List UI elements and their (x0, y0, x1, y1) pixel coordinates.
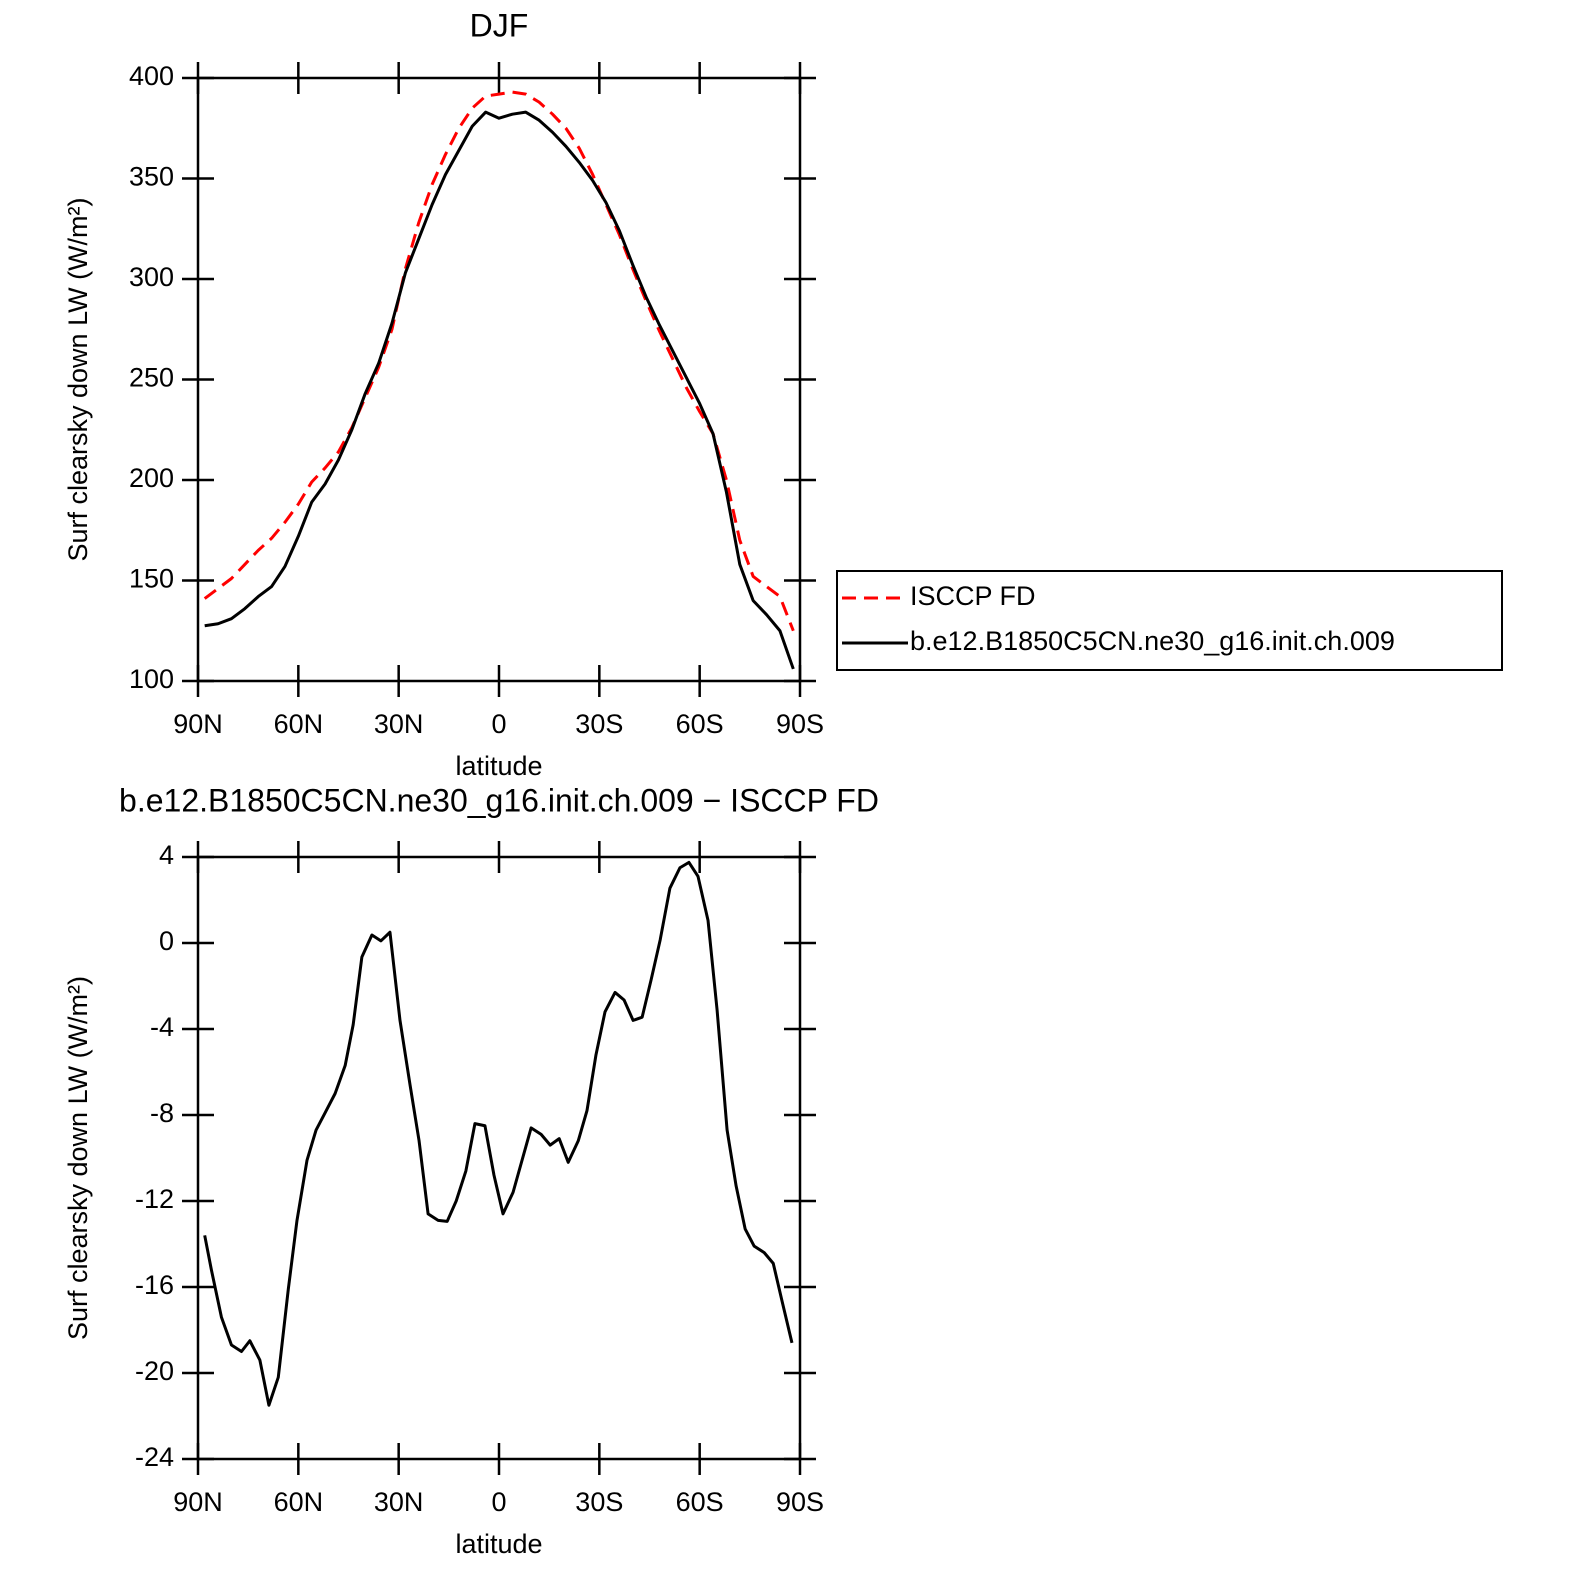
y-tick-label: 150 (129, 564, 174, 594)
x-tick-label: 0 (491, 709, 506, 739)
x-axis-label: latitude (455, 1529, 542, 1559)
x-tick-label: 60N (274, 1487, 324, 1517)
y-tick-label: 400 (129, 61, 174, 91)
x-axis-label: latitude (455, 751, 542, 781)
y-tick-label: -20 (135, 1356, 174, 1386)
x-tick-label: 0 (491, 1487, 506, 1517)
y-tick-label: 0 (159, 926, 174, 956)
data-line (203, 90, 795, 632)
y-axis-label: Surf clearsky down LW (W/m²) (63, 976, 93, 1340)
legend-box (836, 570, 1503, 671)
y-tick-label: -24 (135, 1442, 174, 1472)
x-tick-label: 30N (374, 709, 424, 739)
x-tick-label: 60S (676, 1487, 724, 1517)
plot-frame (196, 76, 802, 683)
y-tick-label: 100 (129, 664, 174, 694)
chart-title: b.e12.B1850C5CN.ne30_g16.init.ch.009 − I… (119, 782, 879, 818)
y-tick-label: 200 (129, 463, 174, 493)
x-tick-label: 90N (173, 1487, 223, 1517)
legend-label: b.e12.B1850C5CN.ne30_g16.init.ch.009 (910, 626, 1395, 656)
x-tick-label: 30S (575, 709, 623, 739)
data-line (204, 110, 795, 670)
y-tick-label: -16 (135, 1270, 174, 1300)
x-tick-label: 60S (676, 709, 724, 739)
x-tick-label: 60N (274, 709, 324, 739)
y-tick-label: -12 (135, 1184, 174, 1214)
x-tick-label: 90S (776, 709, 824, 739)
y-tick-label: -8 (150, 1098, 174, 1128)
y-axis-label: Surf clearsky down LW (W/m²) (63, 197, 93, 561)
x-tick-label: 30S (575, 1487, 623, 1517)
y-tick-label: 250 (129, 363, 174, 393)
data-line (203, 860, 794, 1407)
legend-label: ISCCP FD (910, 581, 1036, 611)
x-tick-label: 90S (776, 1487, 824, 1517)
chart-title: DJF (470, 7, 529, 43)
y-tick-label: 4 (159, 840, 174, 870)
x-tick-label: 30N (374, 1487, 424, 1517)
y-tick-label: -4 (150, 1012, 174, 1042)
y-tick-label: 350 (129, 162, 174, 192)
x-tick-label: 90N (173, 709, 223, 739)
y-tick-label: 300 (129, 262, 174, 292)
plot-frame (196, 855, 802, 1461)
